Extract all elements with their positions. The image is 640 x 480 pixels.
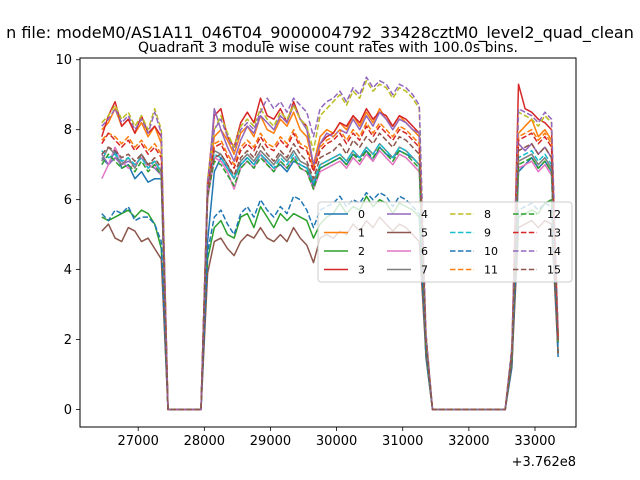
legend-label-7: 7 (421, 264, 428, 277)
y-tick-label: 8 (64, 123, 72, 138)
x-tick-label: 31000 (382, 434, 423, 449)
y-tick-label: 10 (55, 53, 72, 68)
legend-label-15: 15 (547, 264, 561, 277)
legend-label-14: 14 (547, 245, 561, 258)
legend-label-3: 3 (358, 264, 365, 277)
legend-label-12: 12 (547, 208, 561, 221)
x-tick-label: 30000 (316, 434, 357, 449)
x-tick-label: 28000 (184, 434, 225, 449)
figure-suptitle: n file: modeM0/AS1A11_046T04_9000004792_… (6, 23, 634, 43)
legend-label-11: 11 (484, 264, 498, 277)
legend-box (317, 201, 573, 283)
x-tick-label: 33000 (514, 434, 555, 449)
plot-frame (79, 57, 577, 428)
y-tick-label: 4 (64, 263, 72, 278)
legend-label-2: 2 (358, 245, 365, 258)
legend-label-0: 0 (358, 208, 365, 221)
series-line-15 (101, 132, 559, 411)
legend-label-1: 1 (358, 227, 365, 240)
legend-label-13: 13 (547, 227, 561, 240)
x-offset-label: +3.762e8 (512, 455, 576, 470)
legend-label-9: 9 (484, 227, 491, 240)
x-tick-label: 32000 (448, 434, 489, 449)
x-tick-label: 29000 (250, 434, 291, 449)
chart-title: Quadrant 3 module wise count rates with … (138, 40, 518, 56)
legend-label-4: 4 (421, 208, 428, 221)
legend-label-8: 8 (484, 208, 491, 221)
legend-label-6: 6 (421, 245, 428, 258)
y-tick-label: 6 (64, 193, 72, 208)
legend-label-10: 10 (484, 245, 498, 258)
series-line-14 (101, 76, 559, 411)
legend-label-5: 5 (421, 227, 428, 240)
x-tick-label: 27000 (118, 434, 159, 449)
y-tick-label: 0 (64, 403, 72, 418)
y-tick-label: 2 (64, 333, 72, 348)
axes: 27000 28000 29000 30000 31000 32000 33000 0 2 4 6 8… (55, 53, 555, 449)
